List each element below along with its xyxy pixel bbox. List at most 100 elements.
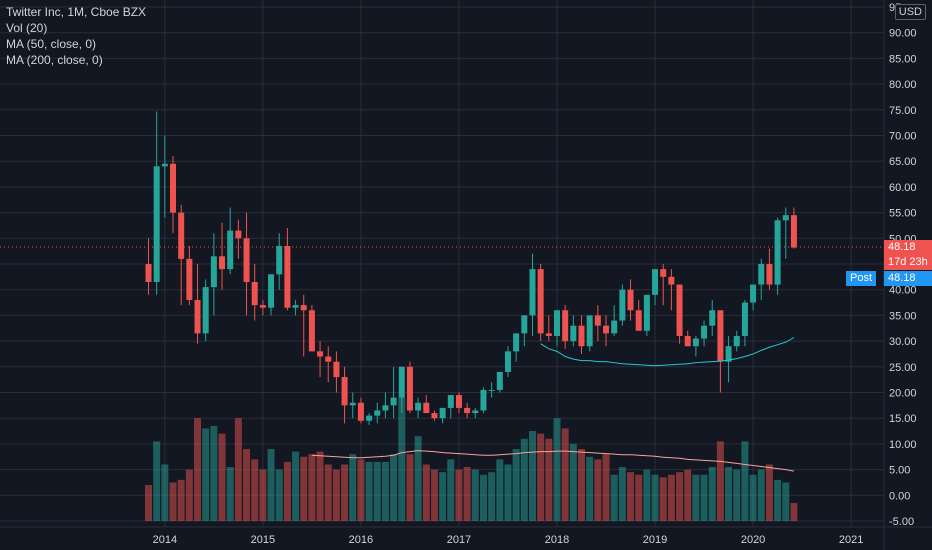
candle-body [660, 269, 667, 277]
candle-body [668, 276, 675, 285]
candle-body [341, 377, 348, 406]
candle-body [782, 215, 789, 221]
candle-body [790, 215, 797, 248]
volume-bar [561, 428, 569, 521]
candle-body [774, 220, 781, 285]
candle-body [415, 402, 422, 411]
volume-bar [520, 438, 528, 521]
y-tick-label: 60.00 [889, 182, 917, 194]
y-tick-label: 70.00 [889, 131, 917, 143]
volume-bar [332, 469, 340, 521]
volume-bar [153, 441, 161, 521]
candle-body [268, 274, 275, 308]
volume-bar [430, 469, 438, 521]
y-tick-label: 90.00 [889, 28, 917, 40]
currency-button[interactable]: USD [894, 4, 926, 20]
volume-bar [251, 459, 259, 521]
volume-bar [161, 464, 169, 521]
time-axis[interactable]: 2014 2015 2016 2017 2018 2019 2020 2021 [153, 534, 864, 546]
y-tick-label: 30.00 [889, 336, 917, 348]
volume-bar [259, 469, 267, 521]
candle-body [210, 256, 217, 288]
volume-bar [357, 459, 365, 521]
candle-body [733, 335, 740, 347]
volume-bar [496, 459, 504, 521]
volume-bar [234, 418, 242, 521]
candle-body [398, 366, 405, 398]
volume-bar [635, 474, 643, 521]
volume-bar [169, 482, 177, 521]
volume-bar [479, 474, 487, 521]
volume-ma-line [311, 450, 795, 472]
candle-body [366, 415, 373, 421]
last-price-tag: 48.18 [884, 240, 932, 255]
legend-ma200[interactable]: MA (200, close, 0) [6, 53, 103, 67]
x-tick-label: 2016 [349, 534, 373, 546]
volume-bar [283, 461, 291, 521]
candle-body [292, 305, 299, 308]
volume-bar [545, 438, 553, 521]
candle-body [570, 325, 577, 342]
candle-body [178, 212, 185, 259]
candle-body [496, 371, 503, 390]
candle-body [317, 351, 324, 357]
x-tick-label: 2020 [741, 534, 765, 546]
volume-bar [602, 454, 610, 521]
candle-body [513, 333, 520, 352]
candle-body [455, 395, 462, 408]
volume-bar [447, 459, 455, 521]
volume-bar [749, 474, 757, 521]
candle-body [186, 258, 193, 300]
volume-bar [439, 472, 447, 521]
candle-body [235, 230, 242, 239]
volume-bar [692, 474, 700, 521]
volume-bar [610, 474, 618, 521]
volume-bar [406, 454, 414, 521]
candle-body [611, 320, 618, 334]
volume-bar [782, 482, 790, 521]
volume-bar [667, 474, 675, 521]
candle-body [603, 325, 610, 334]
candle-body [382, 405, 389, 411]
candle-body [725, 346, 732, 362]
volume-bar [414, 436, 422, 521]
candle-body [619, 289, 626, 321]
volume-bar [398, 397, 406, 521]
y-tick-label: 0.00 [889, 490, 910, 502]
candle-body [308, 310, 315, 352]
legend-volume[interactable]: Vol (20) [6, 21, 48, 35]
volume-bar [774, 479, 782, 521]
legend-ma50[interactable]: MA (50, close, 0) [6, 37, 97, 51]
volume-bar [618, 467, 626, 521]
candle-body [423, 402, 430, 414]
candle-body [758, 264, 765, 285]
volume-bar [455, 469, 463, 521]
volume-bar [504, 464, 512, 521]
candle-body [170, 163, 177, 213]
candle-body [439, 407, 446, 419]
candle-body [586, 315, 593, 347]
volume-bar [725, 467, 733, 521]
volume-bar [373, 461, 381, 521]
volume-bar [757, 469, 765, 521]
candle-body [390, 397, 397, 406]
candle-body [594, 315, 601, 326]
post-market-label: Post [846, 271, 877, 286]
volume-bar [210, 425, 218, 521]
volume-bar [537, 433, 545, 521]
candle-body [521, 315, 528, 334]
volume-bar [308, 454, 316, 521]
volume-bar [578, 449, 586, 521]
legend-title[interactable]: Twitter Inc, 1M, Cboe BZX [6, 5, 147, 19]
candle-body [472, 410, 479, 414]
volume-bar [185, 469, 193, 521]
candle-body [643, 294, 650, 331]
candle-body [480, 389, 487, 411]
candle-body [488, 389, 495, 391]
x-tick-label: 2021 [839, 534, 863, 546]
candle-body [529, 269, 536, 316]
post-market-price-tag: 48.18 [884, 271, 932, 286]
candle-body [227, 230, 234, 270]
candle-body [578, 325, 585, 347]
